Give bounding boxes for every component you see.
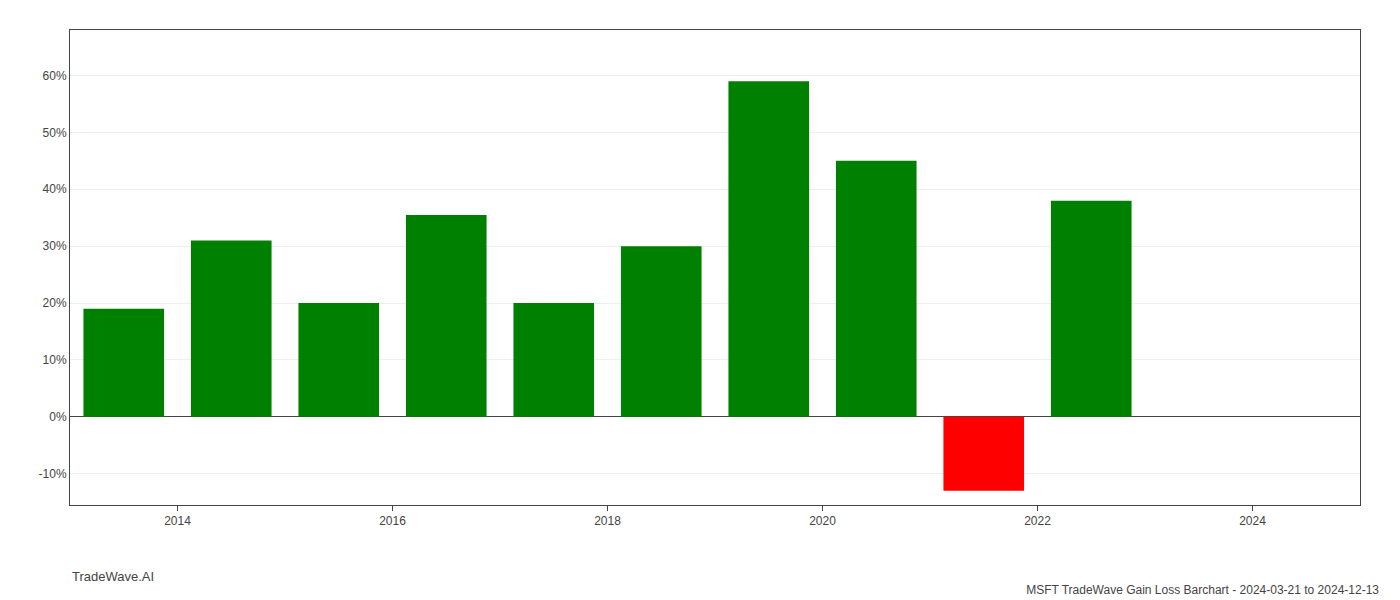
svg-text:-10%: -10% <box>39 467 67 481</box>
svg-text:30%: 30% <box>43 239 67 253</box>
svg-text:TradeWave.AI: TradeWave.AI <box>72 569 154 584</box>
svg-text:2016: 2016 <box>379 514 406 528</box>
svg-text:50%: 50% <box>43 126 67 140</box>
svg-text:40%: 40% <box>43 182 67 196</box>
svg-text:2018: 2018 <box>594 514 621 528</box>
svg-text:20%: 20% <box>43 296 67 310</box>
svg-text:60%: 60% <box>43 69 67 83</box>
svg-text:2022: 2022 <box>1024 514 1051 528</box>
svg-text:MSFT TradeWave Gain Loss Barch: MSFT TradeWave Gain Loss Barchart - 2024… <box>1026 583 1379 597</box>
svg-text:10%: 10% <box>43 353 67 367</box>
svg-text:2014: 2014 <box>164 514 191 528</box>
svg-text:0%: 0% <box>49 410 67 424</box>
svg-text:2020: 2020 <box>809 514 836 528</box>
svg-text:2024: 2024 <box>1239 514 1266 528</box>
